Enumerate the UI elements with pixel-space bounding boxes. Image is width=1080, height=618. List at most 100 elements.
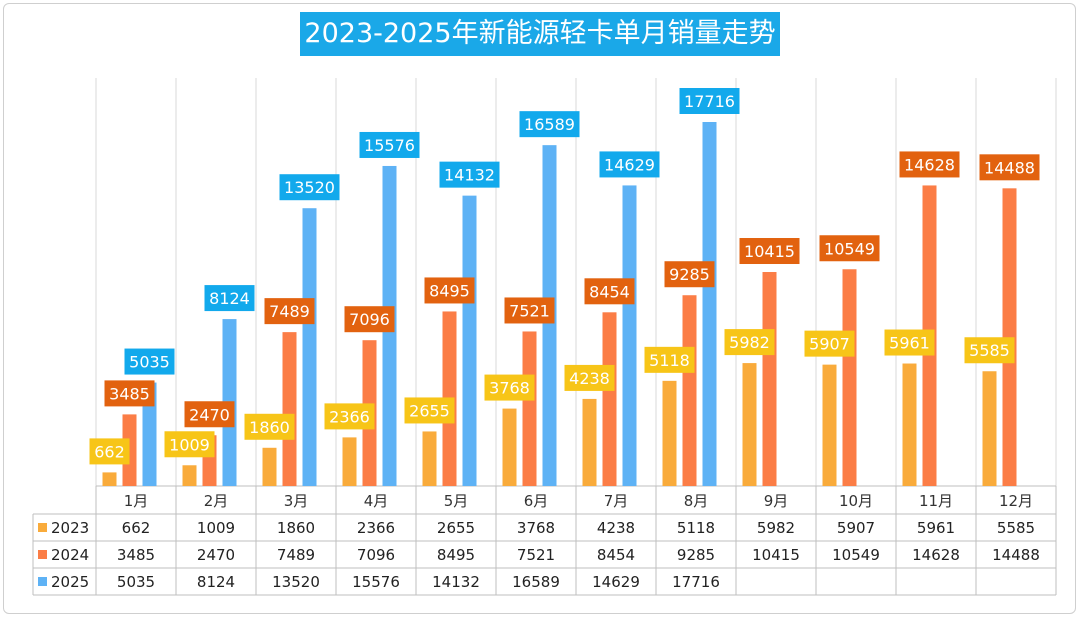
data-label-box [164,431,215,458]
data-label: 5961 [889,334,930,353]
bar [762,272,777,486]
x-tick-label: 3月 [284,492,309,510]
data-label: 15576 [364,136,415,155]
data-label-box [519,111,580,138]
bar [142,382,157,486]
x-tick-label: 6月 [524,492,549,510]
bar [422,431,437,486]
data-label: 662 [94,442,125,461]
data-label: 5118 [649,351,690,370]
bar [1002,188,1017,486]
data-label: 8495 [429,281,470,300]
x-tick-label: 12月 [999,492,1033,510]
legend-swatch [38,523,47,532]
data-label: 16589 [524,115,575,134]
legend-label: 2024 [51,546,89,564]
data-label-box [324,403,375,430]
table-cell: 3768 [517,519,555,537]
data-label: 5907 [809,335,850,354]
data-label-box [964,337,1015,364]
data-label: 17716 [684,92,735,111]
x-tick-label: 8月 [684,492,709,510]
data-label-box [819,235,880,262]
data-label-box [644,346,695,373]
data-label: 7489 [269,302,310,321]
table-cell: 17716 [672,573,720,591]
table-cell: 662 [122,519,151,537]
bar [302,208,317,486]
table-cell: 15576 [352,573,400,591]
x-tick-label: 1月 [124,492,149,510]
bar [282,332,297,486]
data-label: 8454 [589,282,630,301]
data-label-box [344,306,395,333]
table-cell: 16589 [512,573,560,591]
data-label-box [244,413,295,440]
legend-swatch [38,550,47,559]
legend-label: 2023 [51,519,89,537]
data-label-box [664,261,715,288]
bar [342,437,357,486]
chart-title: 2023-2025年新能源轻卡单月销量走势 [300,12,780,56]
x-tick-label: 10月 [839,492,873,510]
bar [602,312,617,486]
table-cell: 5961 [917,519,955,537]
table-cell: 4238 [597,519,635,537]
data-label-box [124,348,175,375]
data-label: 10549 [824,239,875,258]
data-label-box [359,131,420,158]
data-label: 10415 [744,242,795,261]
data-label-box [724,329,775,356]
data-label: 14132 [444,166,495,185]
x-tick-label: 11月 [919,492,953,510]
data-label: 1860 [249,418,290,437]
data-label: 7096 [349,310,390,329]
x-tick-label: 9月 [764,492,789,510]
table-cell: 10415 [752,546,800,564]
table-cell: 14488 [992,546,1040,564]
data-label: 14628 [904,155,955,174]
table-cell: 5118 [677,519,715,537]
table-cell: 5035 [117,573,155,591]
data-label: 14488 [984,158,1035,177]
table-cell: 1009 [197,519,235,537]
data-label-box [979,154,1040,181]
data-label-box [599,151,660,178]
bar [702,122,717,486]
bar [522,331,537,486]
table-cell: 5907 [837,519,875,537]
bar [682,295,697,486]
table-cell: 8454 [597,546,635,564]
bar [742,363,757,486]
bar [502,408,517,486]
bar [622,185,637,486]
table-cell: 7096 [357,546,395,564]
legend-label: 2025 [51,573,89,591]
table-cell: 14629 [592,573,640,591]
data-label-box [204,285,255,312]
data-label: 2655 [409,401,450,420]
bar [822,364,837,486]
data-label-box [184,401,235,428]
data-label: 13520 [284,178,335,197]
x-tick-label: 2月 [204,492,229,510]
data-label-box [484,374,535,401]
table-cell: 10549 [832,546,880,564]
bar [842,269,857,486]
table-cell: 9285 [677,546,715,564]
data-label-box [439,161,500,188]
table-cell: 5585 [997,519,1035,537]
table-cell: 3485 [117,546,155,564]
data-label: 5035 [129,353,170,372]
data-label-box [89,438,130,465]
data-label-box [679,88,740,114]
bar [982,371,997,486]
data-label-box [804,330,855,357]
bar [582,398,597,486]
data-label-box [584,278,635,305]
bar [662,380,677,486]
data-label-box [504,297,555,324]
x-tick-label: 4月 [364,492,389,510]
table-cell: 2470 [197,546,235,564]
legend-swatch [38,577,47,586]
